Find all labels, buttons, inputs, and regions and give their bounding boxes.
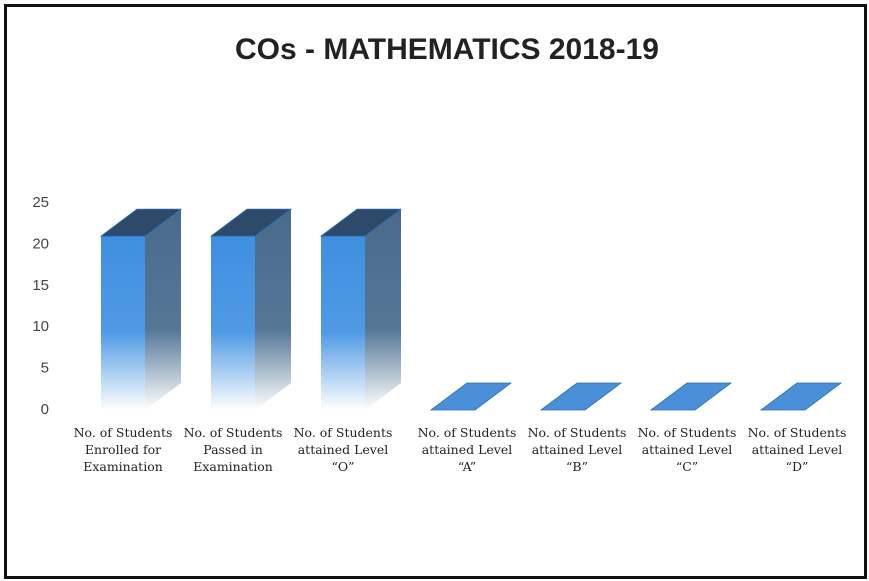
y-tick-label: 20 (32, 235, 49, 252)
x-tick-label: No. of Students attained Level “D” (747, 425, 847, 474)
y-tick-label: 5 (41, 360, 49, 377)
y-tick-label: 15 (32, 277, 49, 294)
x-tick-label: No. of Students Enrolled for Examination (73, 425, 173, 474)
bar-top (649, 382, 733, 411)
bar-side (365, 209, 401, 410)
bar-side (145, 209, 181, 410)
chart: COs - MATHEMATICS 2018-19 0 5 10 15 20 25 (32, 33, 843, 418)
y-tick-label: 25 (32, 194, 49, 211)
x-tick-label: No. of Students attained Level “A” (417, 425, 517, 474)
bar-top (319, 208, 403, 237)
bar-top (539, 382, 623, 411)
y-tick-label: 10 (32, 318, 49, 335)
bar-side (255, 209, 291, 410)
bar (101, 236, 145, 410)
bar (321, 236, 365, 410)
chart-title: COs - MATHEMATICS 2018-19 (235, 33, 659, 66)
y-tick-label: 0 (41, 401, 49, 418)
x-tick-label: No. of Students attained Level “O” (293, 425, 393, 474)
bar-top (209, 208, 293, 237)
x-tick-label: No. of Students Passed in Examination (183, 425, 283, 474)
bar-top (429, 382, 513, 411)
bar-top (759, 382, 843, 411)
x-tick-label: No. of Students attained Level “B” (527, 425, 627, 474)
bar (211, 236, 255, 410)
chart-frame: COs - MATHEMATICS 2018-19 0 5 10 15 20 25 No.… (4, 4, 867, 579)
x-tick-label: No. of Students attained Level “C” (637, 425, 737, 474)
bar-top (99, 208, 183, 237)
